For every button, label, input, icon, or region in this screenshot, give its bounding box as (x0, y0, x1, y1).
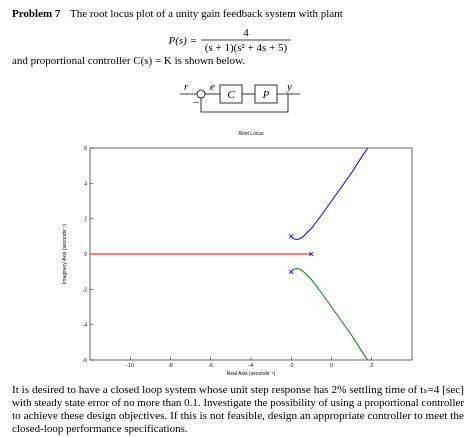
question-line: to achieve these design objectives. If t… (12, 410, 464, 422)
x-axis-label: Real Axis (seconds⁻¹) (227, 371, 276, 377)
problem-label: Problem 7 (12, 8, 61, 20)
x-tick-label: -6 (209, 363, 214, 369)
label-e: e (210, 81, 215, 93)
block-diagram (180, 84, 300, 113)
label-y: y (286, 81, 292, 93)
pole-marker (309, 251, 314, 257)
y-tick-label: -2 (83, 287, 88, 293)
plant-den: (s + 1)(s² + 4s + 5) (205, 42, 288, 54)
x-tick-label: 2 (370, 363, 373, 369)
x-tick-label: -4 (249, 363, 254, 369)
y-tick-label: 4 (84, 181, 87, 187)
chart-title: Root Locus (238, 131, 264, 137)
label-p: P (262, 89, 270, 101)
locus-branch (290, 267, 369, 361)
y-tick-label: 6 (84, 146, 87, 152)
label-c: C (227, 89, 235, 101)
label-minus: − (193, 97, 199, 109)
plant-lhs: P(s) = (168, 35, 198, 47)
feedback-path (200, 94, 289, 113)
y-tick-label: 2 (84, 217, 87, 223)
x-tick-label: -2 (289, 363, 294, 369)
pole-marker (288, 234, 294, 239)
question-line: closed-loop performance specifications. (12, 423, 188, 435)
y-axis-label: Imaginary Axis (seconds⁻¹) (62, 224, 68, 284)
locus-branch (290, 147, 369, 241)
question: It is desired to have a closed loop syst… (12, 384, 464, 435)
question-line: with steady state error of no more than … (12, 397, 464, 409)
y-tick-label: 0 (84, 252, 87, 258)
label-r: r (184, 81, 189, 93)
x-tick-label: -10 (127, 363, 134, 369)
x-tick-label: -8 (168, 363, 173, 369)
y-tick-label: -6 (83, 358, 88, 364)
controller-text: and proportional controller C(s) = K is … (12, 55, 245, 67)
plant-num: 4 (243, 27, 249, 39)
pole-marker (288, 269, 294, 274)
y-tick-label: -4 (83, 323, 88, 329)
question-line: It is desired to have a closed loop syst… (12, 384, 464, 396)
x-tick-label: 0 (330, 363, 333, 369)
problem-intro: The root locus plot of a unity gain feed… (70, 8, 343, 20)
